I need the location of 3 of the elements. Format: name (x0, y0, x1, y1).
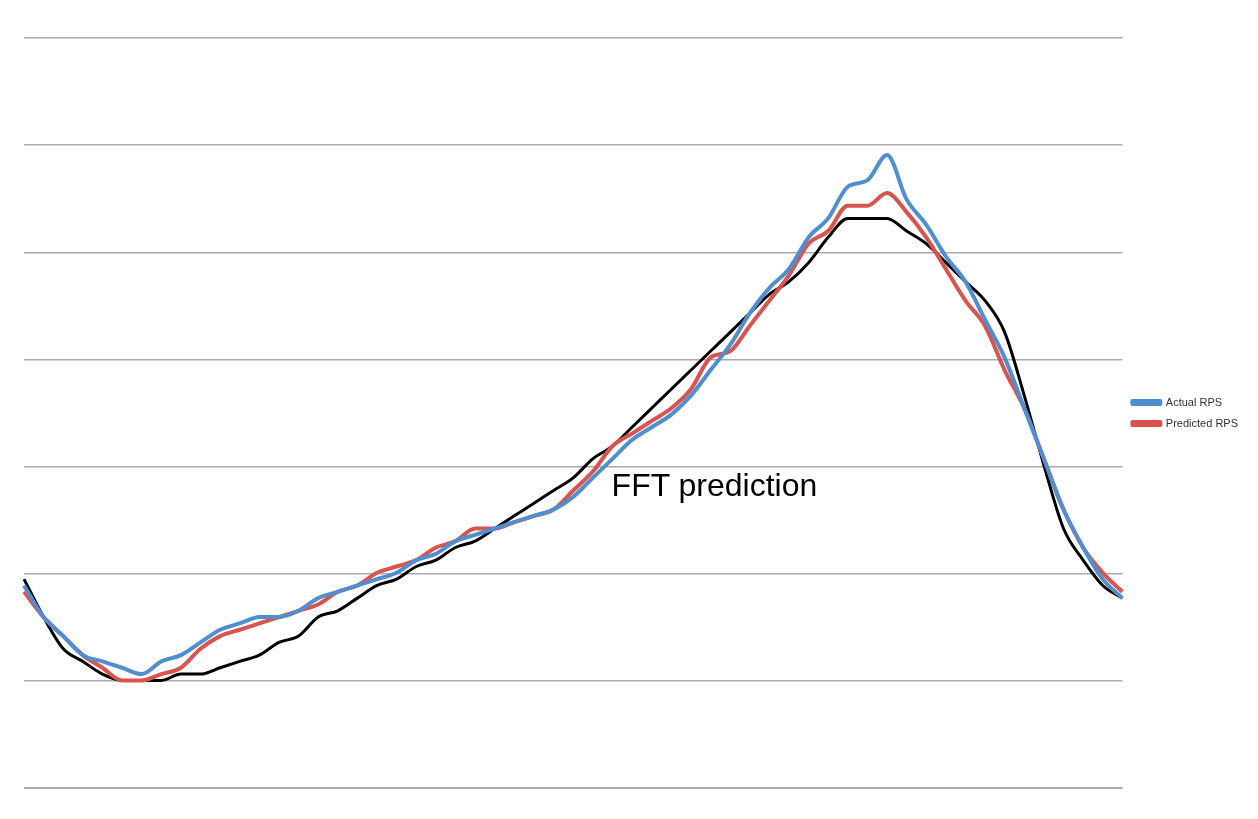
legend-label: Predicted RPS (1165, 416, 1239, 429)
legend-label: Actual RPS (1165, 395, 1223, 408)
annotation: FFT prediction (611, 466, 818, 503)
